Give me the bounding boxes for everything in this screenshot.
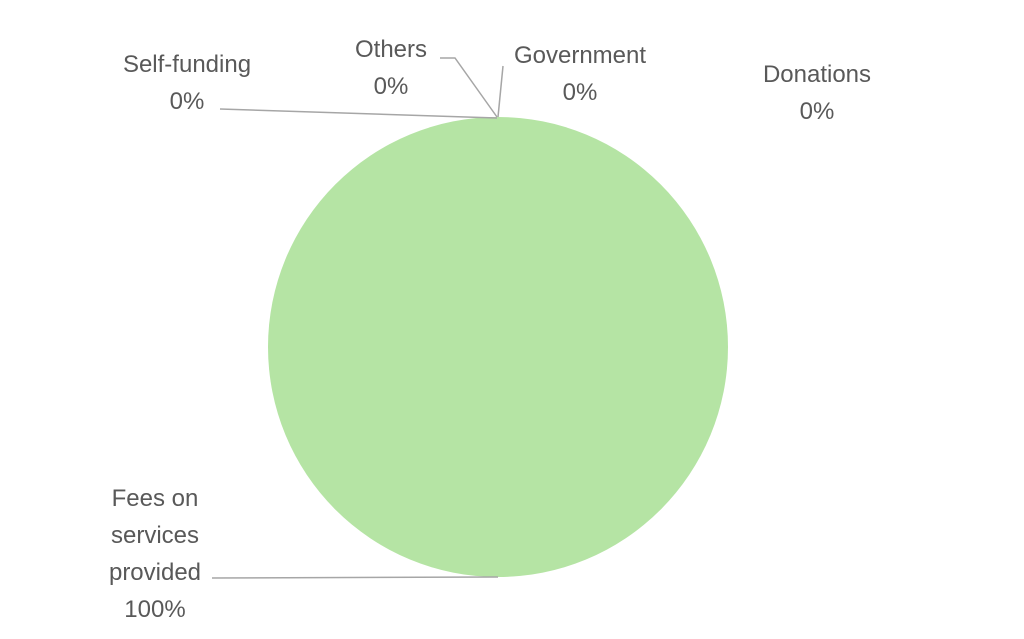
slice-label-others: Others 0% <box>355 36 427 100</box>
slice-name-label: Donations <box>763 61 871 88</box>
slice-name-label: Fees on <box>112 485 199 512</box>
slice-name-label: Self-funding <box>123 51 251 78</box>
leader-line-government <box>497 65 504 118</box>
slice-label-self-funding: Self-funding 0% <box>123 51 251 115</box>
slice-value-label: 0% <box>563 79 598 106</box>
slice-name-label: Government <box>514 42 646 69</box>
leader-lines <box>211 57 504 579</box>
slice-label-donations: Donations 0% <box>763 61 871 125</box>
slice-name-label: provided <box>109 559 201 586</box>
leader-line-self-funding <box>219 108 498 119</box>
slice-name-label: Others <box>355 36 427 63</box>
slice-value-label: 100% <box>124 596 185 623</box>
slice-value-label: 0% <box>374 73 409 100</box>
leader-line-others <box>440 57 498 118</box>
slice-name-label: services <box>111 522 199 549</box>
slice-value-label: 0% <box>800 98 835 125</box>
slice-value-label: 0% <box>170 88 205 115</box>
leader-line-fees-on-services-provided <box>211 576 499 579</box>
slice-labels: Fees on services provided 100% Self-funding 0… <box>109 36 871 623</box>
slice-label-fees-on-services-provided: Fees on services provided 100% <box>109 485 201 623</box>
pie-slices <box>268 117 728 577</box>
pie-slice-fees-on-services-provided <box>268 117 728 577</box>
slice-label-government: Government 0% <box>514 42 646 106</box>
